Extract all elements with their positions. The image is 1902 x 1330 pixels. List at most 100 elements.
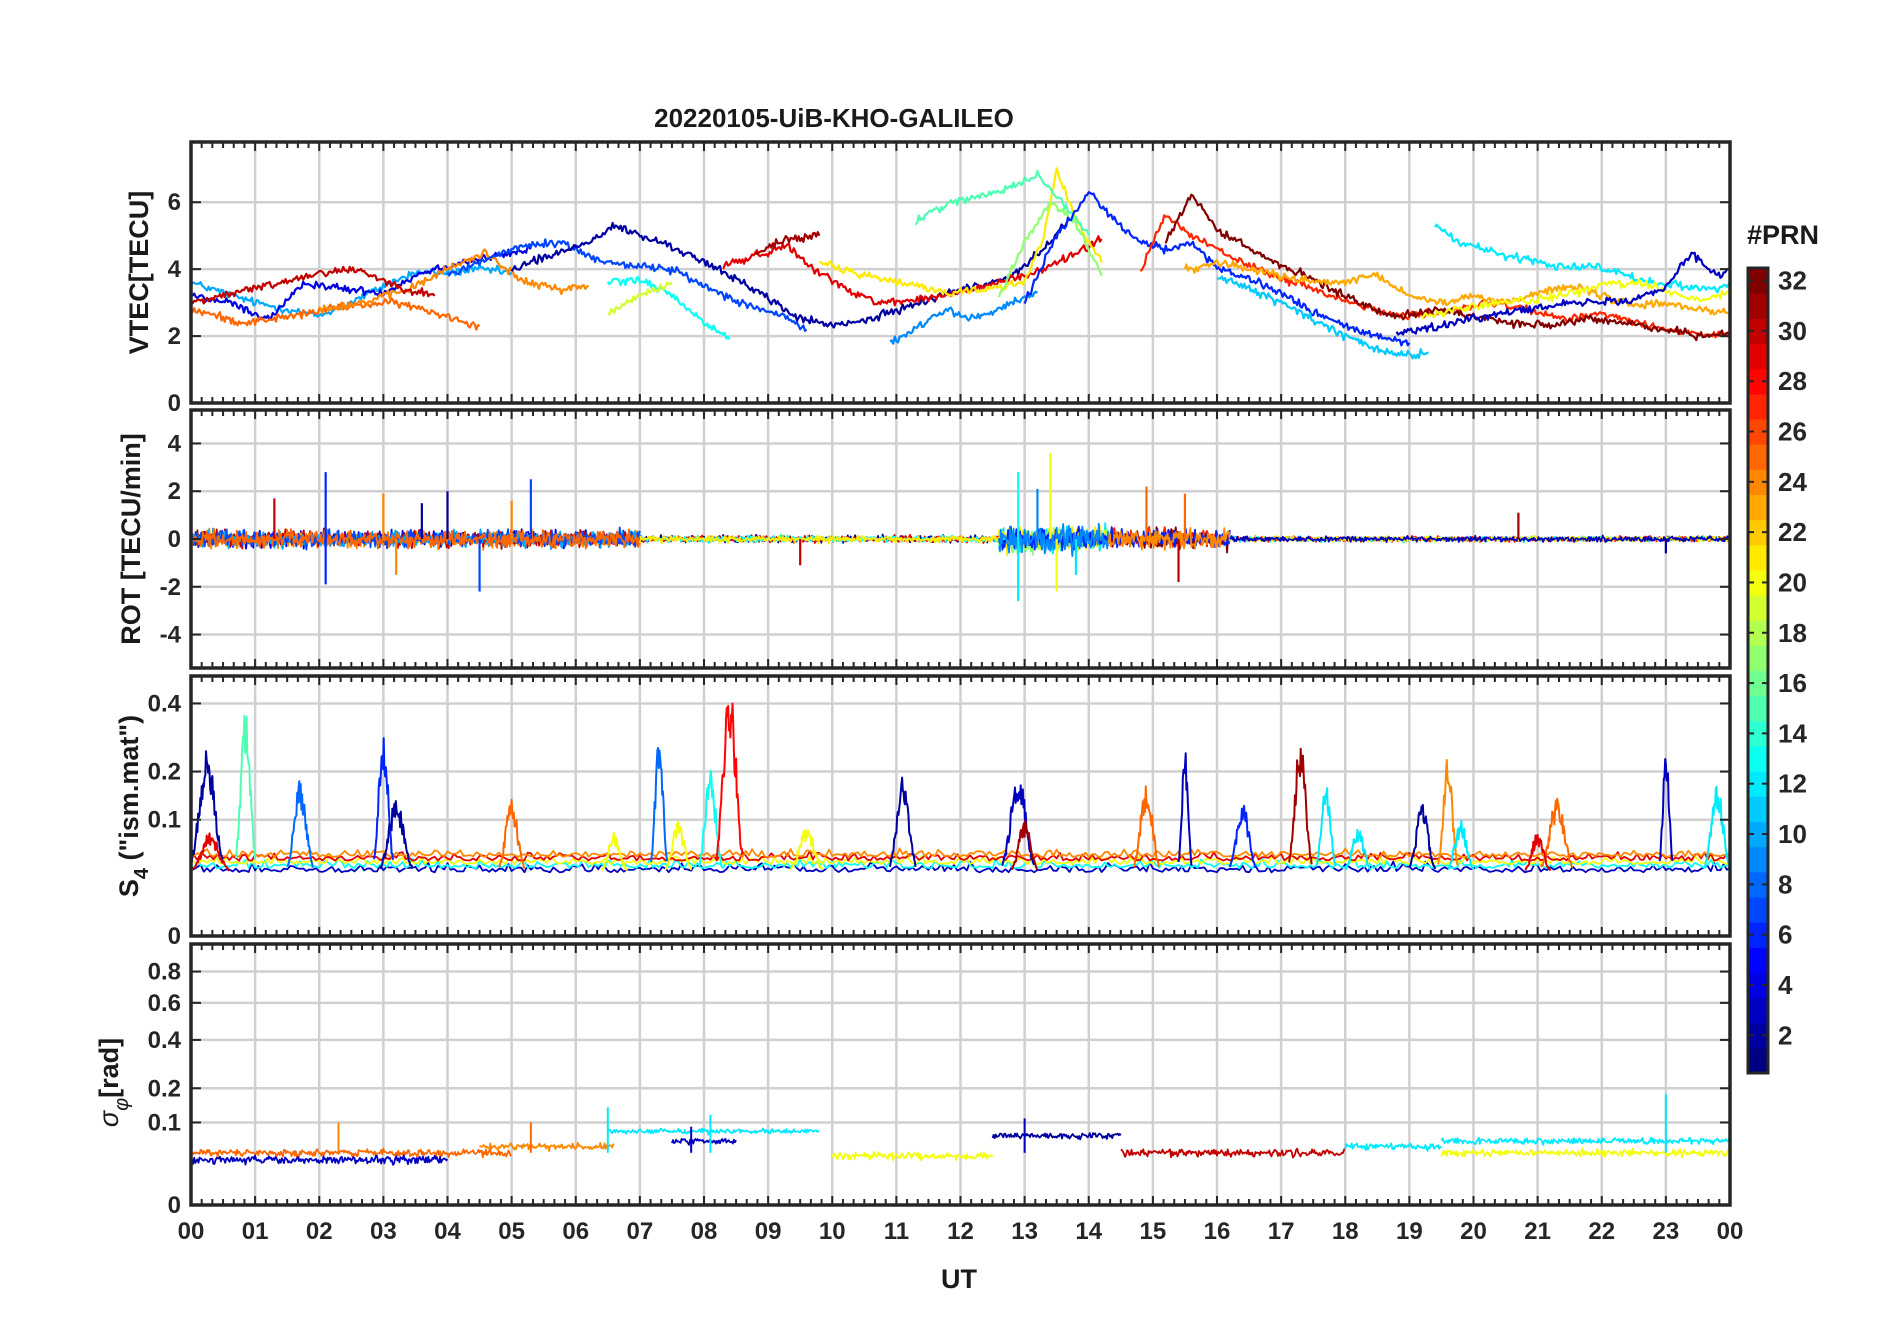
colorbar-tick-label: 18 bbox=[1778, 618, 1807, 648]
colorbar-tick-label: 32 bbox=[1778, 266, 1807, 296]
s4-burst-prn-29 bbox=[1524, 833, 1552, 872]
s4-burst-prn-12 bbox=[1703, 785, 1730, 868]
y-axis-label: ROT [TECU/min] bbox=[116, 433, 146, 644]
x-tick-label: 09 bbox=[755, 1218, 782, 1245]
vtec-series-prn-20 bbox=[1421, 278, 1730, 320]
s4-burst-prn-25 bbox=[1539, 797, 1574, 869]
sigma-series-prn-24 bbox=[478, 1141, 615, 1152]
panel-sigma_phi: 0 0.1 0.2 0.4 0.6 0.8 σφ[rad] 00 01 02 03 04 05 06 07 0… bbox=[94, 942, 1744, 1245]
x-tick-label: 06 bbox=[562, 1218, 589, 1245]
colorbar-swatch bbox=[1748, 620, 1768, 646]
colorbar-swatch bbox=[1748, 745, 1768, 772]
x-tick-label: 12 bbox=[947, 1218, 974, 1245]
x-tick-label: 02 bbox=[306, 1218, 333, 1245]
y-tick-label: 0.8 bbox=[148, 959, 181, 986]
sigma-series-prn-30 bbox=[1120, 1147, 1346, 1159]
x-axis-label: UT bbox=[941, 1264, 977, 1294]
colorbar-swatch bbox=[1748, 444, 1768, 470]
series-group bbox=[191, 453, 1730, 602]
y-tick-label: 0.2 bbox=[148, 1075, 181, 1102]
colorbar-swatch bbox=[1748, 947, 1768, 973]
y-tick-label: 2 bbox=[168, 323, 181, 350]
y-tick-label: 0 bbox=[168, 526, 181, 553]
colorbar-swatch bbox=[1748, 418, 1768, 445]
sigma-series-prn-12 bbox=[1344, 1142, 1442, 1152]
s4-burst-prn-8 bbox=[286, 780, 314, 868]
x-tick-label: 00 bbox=[178, 1218, 205, 1245]
panel-rot: -4 -2 0 2 4 ROT [TECU/min] bbox=[116, 408, 1732, 670]
x-tick-label: 18 bbox=[1332, 1218, 1359, 1245]
colorbar-tick-label: 12 bbox=[1778, 769, 1807, 799]
s4-burst-prn-3 bbox=[1001, 784, 1035, 866]
colorbar-tick-label: 16 bbox=[1778, 668, 1807, 698]
y-tick-label: 2 bbox=[168, 478, 181, 505]
s4-burst-prn-6 bbox=[1228, 804, 1257, 869]
y-tick-label: -2 bbox=[160, 574, 181, 601]
s4-burst-prn-25 bbox=[498, 798, 526, 870]
vtec-series-prn-2 bbox=[510, 218, 1071, 329]
y-tick-label: 0.1 bbox=[148, 807, 181, 834]
panel-vtec: 0 2 4 6 VTEC[TECU] bbox=[124, 140, 1732, 417]
sigma-series-prn-2 bbox=[991, 1132, 1122, 1141]
s4-burst-prn-20 bbox=[789, 829, 824, 871]
y-tick-label: 6 bbox=[168, 189, 181, 216]
s4-burst-prn-3 bbox=[1177, 752, 1193, 866]
s4-burst-prn-2 bbox=[889, 776, 917, 868]
y-tick-label: 0.2 bbox=[148, 759, 181, 786]
sigma-series-prn-3 bbox=[671, 1137, 737, 1146]
y-axis-label: VTEC[TECU] bbox=[124, 191, 154, 355]
colorbar-tick-label: 14 bbox=[1778, 718, 1807, 748]
y-tick-label: 0.4 bbox=[148, 1027, 182, 1054]
colorbar-swatch bbox=[1748, 896, 1768, 923]
colorbar-swatch bbox=[1748, 695, 1768, 722]
vtec-series-prn-15 bbox=[914, 169, 1090, 237]
s4-burst-prn-24 bbox=[1437, 759, 1459, 866]
colorbar-swatch bbox=[1748, 821, 1768, 848]
y-tick-label: 0.1 bbox=[148, 1109, 181, 1136]
x-tick-label: 23 bbox=[1653, 1218, 1680, 1245]
sigma-series-prn-20 bbox=[1440, 1147, 1730, 1159]
colorbar-tick-label: 30 bbox=[1778, 316, 1807, 346]
y-tick-label: 4 bbox=[168, 256, 182, 283]
s4-burst-prn-15 bbox=[234, 714, 257, 860]
y-tick-label: 0.4 bbox=[148, 690, 182, 717]
colorbar-swatch bbox=[1748, 796, 1768, 823]
colorbar-swatch bbox=[1748, 368, 1768, 395]
x-tick-label: 17 bbox=[1268, 1218, 1295, 1245]
colorbar-swatch bbox=[1748, 720, 1768, 747]
vtec-series-prn-29 bbox=[722, 235, 1103, 307]
s4-burst-prn-2 bbox=[379, 800, 414, 870]
colorbar-swatch bbox=[1748, 595, 1768, 621]
x-tick-label: 22 bbox=[1588, 1218, 1615, 1245]
vtec-series-prn-23 bbox=[1183, 259, 1730, 316]
colorbar-swatch bbox=[1748, 318, 1768, 345]
s4-burst-prn-12 bbox=[1344, 828, 1372, 871]
s4-burst-prn-28 bbox=[715, 702, 744, 859]
colorbar-swatch bbox=[1748, 1047, 1768, 1074]
vtec-series-prn-13 bbox=[606, 275, 731, 341]
colorbar-tick-label: 6 bbox=[1778, 920, 1792, 950]
colorbar-tick-label: 10 bbox=[1778, 819, 1807, 849]
y-tick-label: -4 bbox=[160, 622, 182, 649]
series-group bbox=[191, 1094, 1730, 1166]
y-tick-label: 0 bbox=[168, 923, 181, 950]
colorbar-frame bbox=[1746, 266, 1770, 1075]
vtec-series-prn-9 bbox=[889, 290, 1038, 345]
colorbar-tick-label: 20 bbox=[1778, 567, 1807, 597]
s4-burst-prn-20 bbox=[600, 832, 628, 872]
s4-baseline-prn-24 bbox=[191, 847, 1730, 858]
x-tick-label: 14 bbox=[1075, 1218, 1102, 1245]
colorbar-swatch bbox=[1748, 544, 1768, 571]
colorbar-swatch bbox=[1748, 293, 1768, 319]
rot-series-prn-24 bbox=[1107, 527, 1231, 551]
rot-series-prn-3 bbox=[1229, 534, 1730, 543]
sigma-series-prn-20 bbox=[831, 1150, 994, 1162]
s4-baseline-prn-13 bbox=[191, 857, 1730, 870]
x-tick-label: 04 bbox=[434, 1218, 461, 1245]
x-tick-label: 00 bbox=[1717, 1218, 1744, 1245]
x-tick-label: 19 bbox=[1396, 1218, 1423, 1245]
vtec-series-prn-10 bbox=[191, 264, 513, 318]
colorbar-swatch bbox=[1748, 670, 1768, 697]
figure-title: 20220105-UiB-KHO-GALILEO bbox=[654, 103, 1014, 133]
